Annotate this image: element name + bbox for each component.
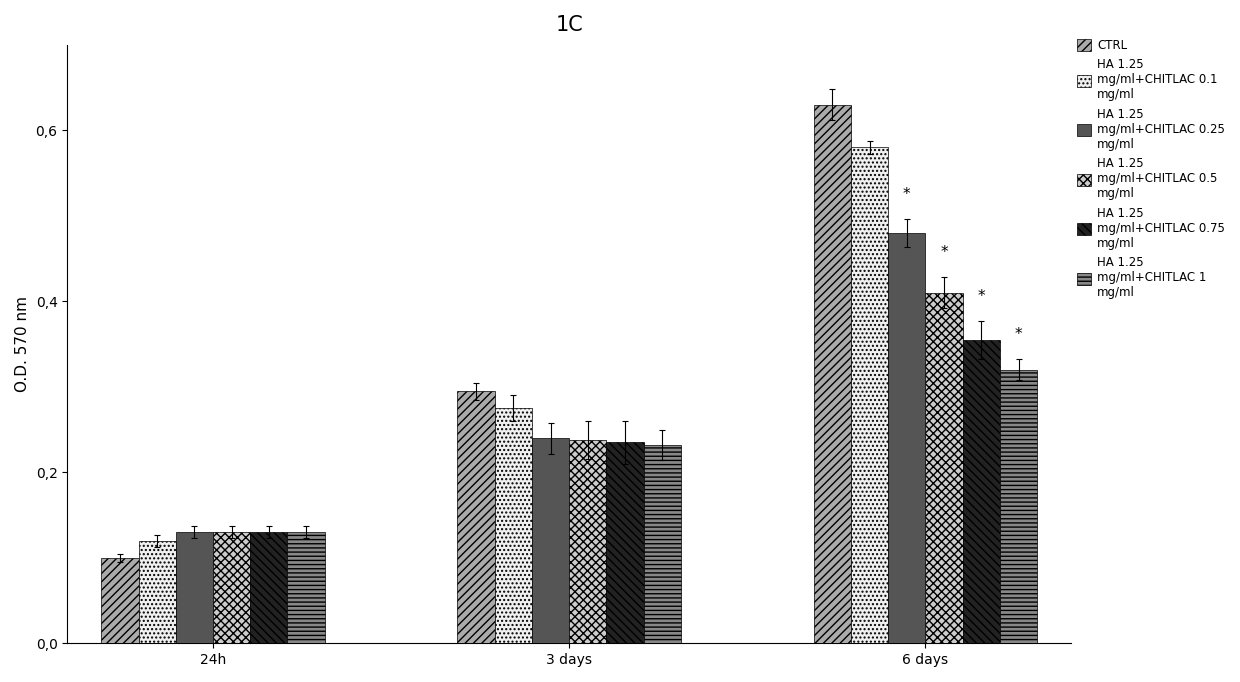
Text: *: * — [977, 289, 985, 304]
Bar — [213, 532, 250, 643]
Bar — [458, 391, 495, 643]
Bar — [532, 438, 569, 643]
Bar — [962, 340, 999, 643]
Bar — [569, 440, 606, 643]
Y-axis label: O.D. 570 nm: O.D. 570 nm — [15, 296, 30, 392]
Bar — [644, 445, 681, 643]
Bar — [813, 105, 851, 643]
Bar — [288, 532, 325, 643]
Bar — [888, 233, 925, 643]
Bar — [102, 558, 139, 643]
Legend: CTRL, HA 1.25
mg/ml+CHITLAC 0.1
mg/ml, HA 1.25
mg/ml+CHITLAC 0.25
mg/ml, HA 1.25: CTRL, HA 1.25 mg/ml+CHITLAC 0.1 mg/ml, H… — [1078, 39, 1225, 299]
Bar — [139, 541, 176, 643]
Bar — [999, 370, 1037, 643]
Bar — [925, 293, 962, 643]
Bar — [176, 532, 213, 643]
Bar — [606, 443, 644, 643]
Text: *: * — [903, 187, 910, 202]
Title: 1C: 1C — [556, 15, 583, 35]
Text: *: * — [1014, 327, 1022, 342]
Bar — [851, 147, 888, 643]
Bar — [250, 532, 288, 643]
Text: *: * — [940, 246, 947, 261]
Bar — [495, 409, 532, 643]
